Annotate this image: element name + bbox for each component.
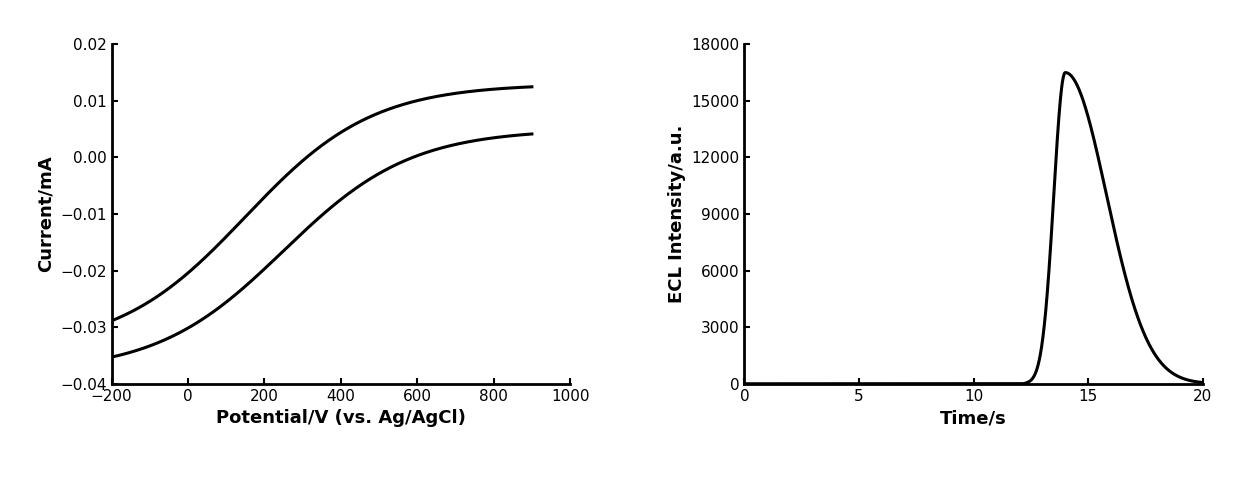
X-axis label: Time/s: Time/s: [940, 409, 1007, 427]
Y-axis label: ECL Intensity/a.u.: ECL Intensity/a.u.: [668, 125, 686, 303]
X-axis label: Potential/V (vs. Ag/AgCl): Potential/V (vs. Ag/AgCl): [216, 409, 466, 427]
Y-axis label: Current/mA: Current/mA: [36, 155, 55, 273]
